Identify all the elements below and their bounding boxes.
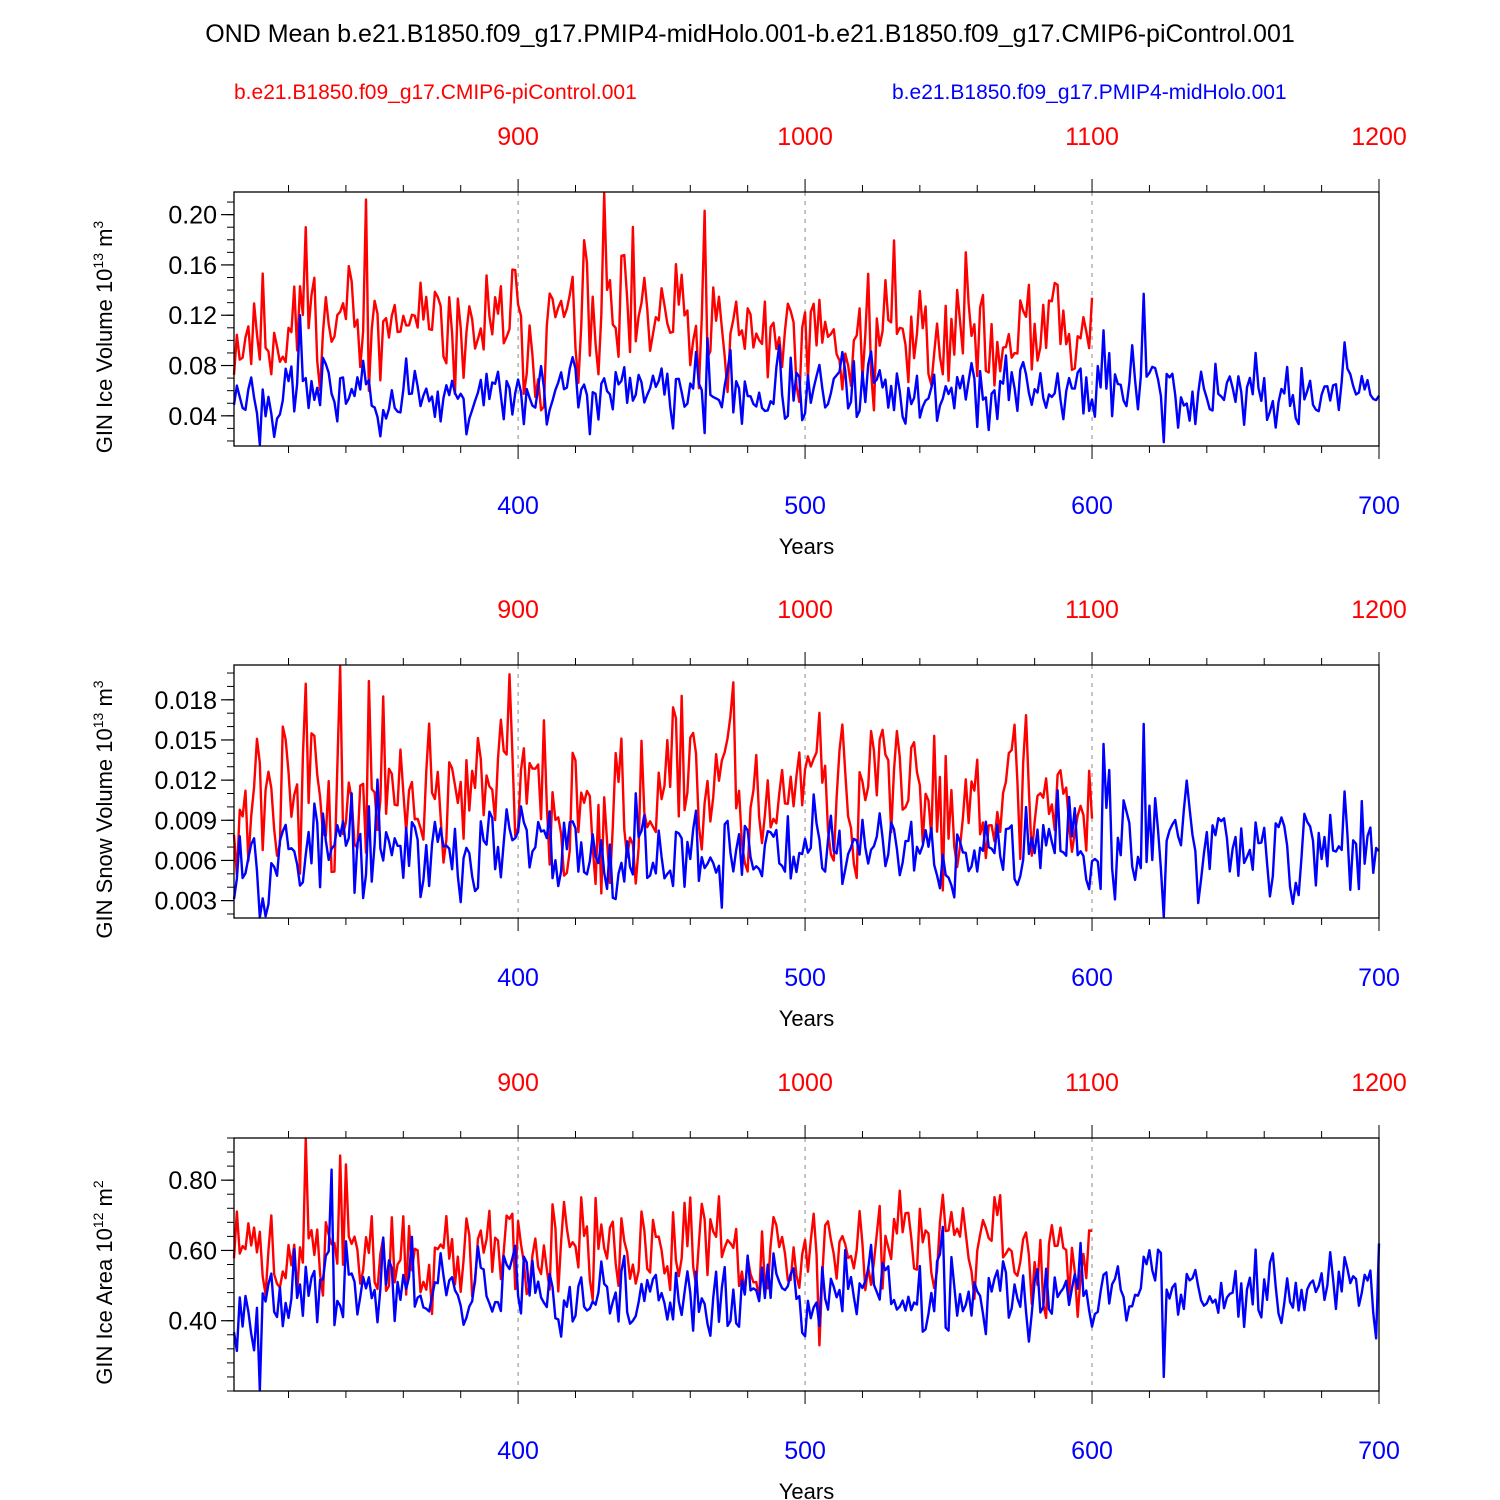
plot-frame [233,664,1380,919]
x-bottom-tick-label: 600 [1071,964,1113,992]
x-top-tick-label: 1000 [777,596,833,624]
y-axis-label: GIN Ice Volume 1013 m3 [90,221,117,454]
series-line-control [232,192,1094,412]
series-line-holo [232,722,1380,919]
x-bottom-tick-label: 500 [784,1437,826,1465]
x-bottom-tick-label: 700 [1358,964,1400,992]
y-axis-label: GIN Snow Volume 1013 m3 [90,680,117,938]
panel-3: 0.40 0.60 0.80 400 500 600 700 900 1000 1100 1200 Y… [90,1069,1407,1500]
y-axis-label: GIN Ice Area 1012 m2 [90,1180,117,1385]
x-bottom-tick-label: 700 [1358,1437,1400,1465]
x-top-tick-label: 1200 [1351,1069,1407,1097]
x-top-tick-label: 900 [497,123,539,151]
x-bottom-tick-label: 400 [497,964,539,992]
series-line-holo [232,1168,1381,1392]
series-line-control [232,665,1094,895]
x-top-tick-label: 1200 [1351,596,1407,624]
x-bottom-tick-label: 400 [497,492,539,520]
plot-frame [233,191,1380,447]
x-top-tick-label: 1100 [1065,1069,1119,1097]
legend-holo-label: b.e21.B1850.f09_g17.PMIP4-midHolo.001 [892,81,1287,104]
y-tick-label: 0.04 [168,403,217,431]
x-top-tick-label: 900 [497,1069,539,1097]
x-bottom-tick-label: 500 [784,964,826,992]
x-axis-label: Years [779,534,834,559]
y-tick-label: 0.018 [154,687,217,715]
x-top-tick-label: 900 [497,596,539,624]
y-tick-label: 0.12 [168,302,217,330]
y-tick-label: 0.80 [168,1167,217,1195]
x-top-tick-label: 1100 [1065,596,1119,624]
x-top-tick-label: 1000 [777,123,833,151]
y-tick-label: 0.015 [154,727,217,755]
legend-control-label: b.e21.B1850.f09_g17.CMIP6-piControl.001 [234,81,637,104]
y-tick-label: 0.40 [168,1308,217,1336]
x-bottom-tick-label: 600 [1071,1437,1113,1465]
panel-1: 0.04 0.08 0.12 0.16 0.20 400 500 600 700 900 1000 1… [90,123,1407,559]
y-tick-label: 0.16 [168,252,217,280]
y-tick-label: 0.003 [154,888,217,916]
y-tick-label: 0.60 [168,1237,217,1265]
x-bottom-tick-label: 400 [497,1437,539,1465]
x-axis-label: Years [779,1006,834,1031]
x-bottom-tick-label: 600 [1071,492,1113,520]
series-line-control [232,1137,1093,1347]
y-tick-label: 0.009 [154,807,217,835]
x-top-tick-label: 1000 [777,1069,833,1097]
series-line-holo [232,292,1381,446]
y-tick-label: 0.08 [168,353,217,381]
x-bottom-tick-label: 500 [784,492,826,520]
y-tick-label: 0.20 [168,202,217,230]
x-top-tick-label: 1200 [1351,123,1407,151]
y-tick-label: 0.006 [154,847,217,875]
x-axis-label: Years [779,1479,834,1500]
y-tick-label: 0.012 [154,767,217,795]
panel-2: 0.003 0.006 0.009 0.012 0.015 0.018 400 500 600 7… [90,596,1407,1031]
x-bottom-tick-label: 700 [1358,492,1400,520]
x-top-tick-label: 1100 [1065,123,1119,151]
chart-title: OND Mean b.e21.B1850.f09_g17.PMIP4-midHo… [205,20,1295,48]
